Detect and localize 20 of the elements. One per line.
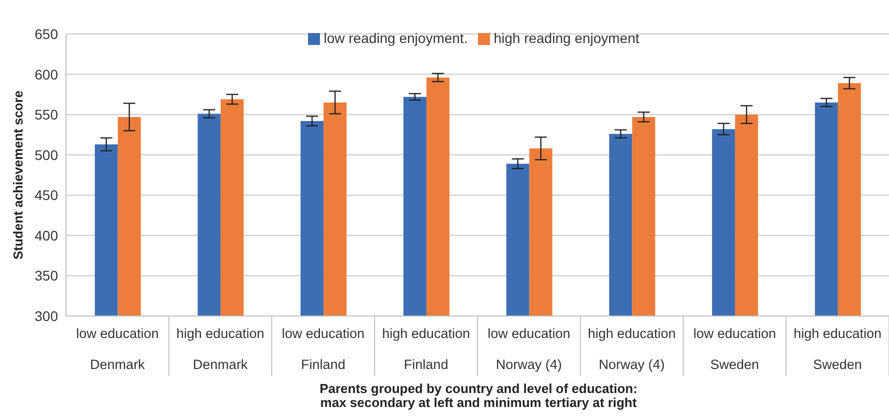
legend-label: low reading enjoyment. [324,30,468,46]
x-tick-label: low education Denmark [76,326,159,372]
legend-label: high reading enjoyment [494,30,640,46]
x-tick-label: high education Sweden [794,326,882,372]
x-tick-label: low education Sweden [693,326,776,372]
y-tick-label: 650 [34,26,58,42]
y-axis-title: Student achievement score [10,90,26,260]
x-axis-title: Parents grouped by country and level of education: max secondary at left and minimum tertiary at right [318,381,638,410]
y-tick-label: 400 [34,227,58,244]
y-tick-label: 300 [34,308,58,324]
x-tick-label: high education Norway (4) [588,326,676,372]
x-tick-label: low education Finland [282,326,364,372]
y-tick-label: 600 [34,66,58,82]
y-tick-label: 550 [34,106,58,123]
x-tick-label: high education Denmark [176,326,264,372]
x-tick-label: low education Norway (4) [488,326,570,372]
y-tick-label: 500 [34,146,58,163]
y-tick-label: 450 [34,187,58,204]
y-tick-label: 350 [34,268,58,284]
x-tick-label: high education Finland [382,326,470,372]
